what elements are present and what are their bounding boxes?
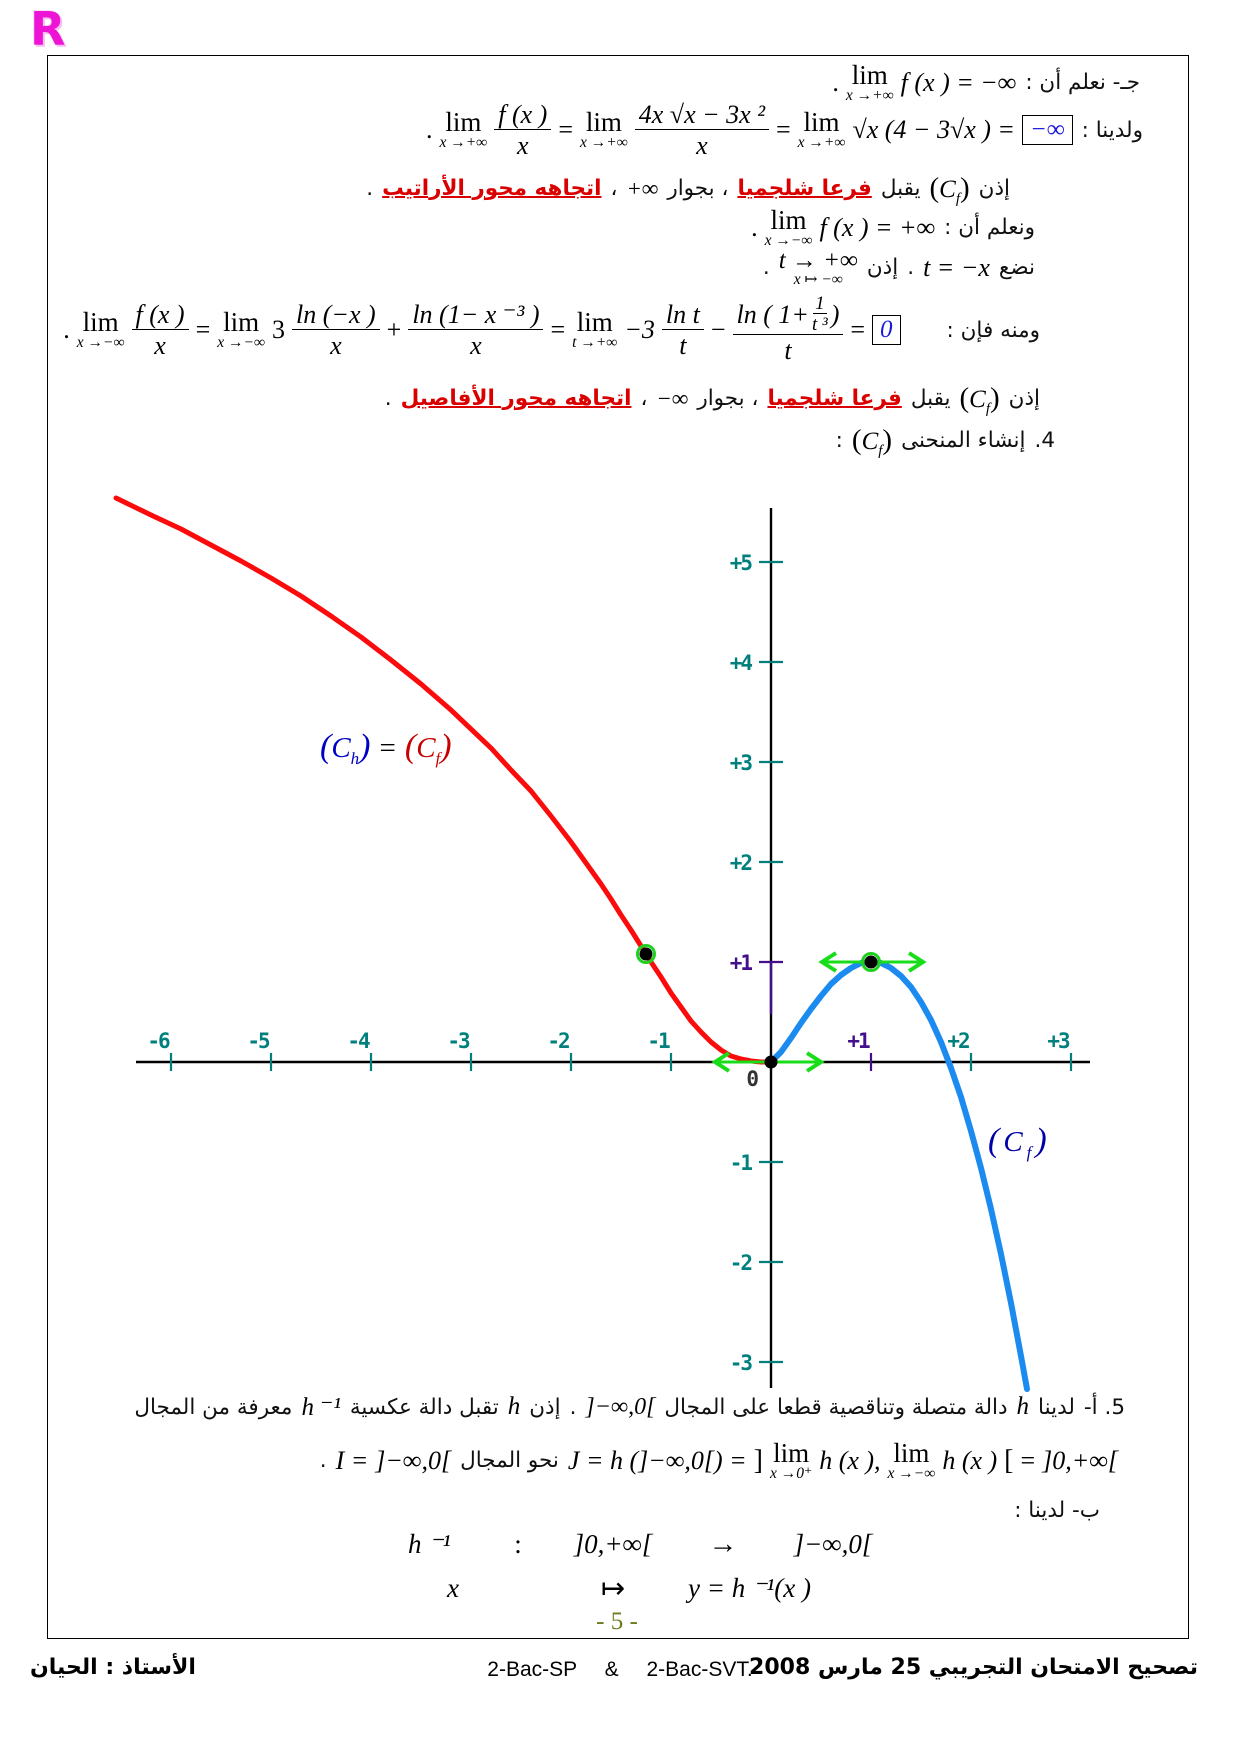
fraction-fx-x: f (x ) x xyxy=(131,300,189,360)
lim-block: lim x →−∞ xyxy=(76,307,125,352)
fraction-4xsqrtx: 4x √x − 3x ² x xyxy=(634,100,769,160)
lim-block: lim x →+∞ xyxy=(845,60,894,104)
section-5b-label: ب- لدينا : xyxy=(1014,1498,1100,1523)
mapsto-arrow: ↦ xyxy=(600,1573,626,1605)
math-expression: . lim x →+∞ f (x ) x = lim x →+∞ 4x √x −… xyxy=(426,100,1073,160)
fraction-ln-negx: ln (−x ) x xyxy=(292,300,380,360)
math-expression: . lim x →−∞ f (x ) x = lim x →−∞ 3 ln (−… xyxy=(63,293,901,365)
red-emphasis: اتجاهه محور الأفاصيل xyxy=(400,386,632,411)
fraction-ln-1-xm3: ln (1− x ⁻³ ) x xyxy=(408,300,544,360)
statement-ratio-limit: ولدينا : . lim x →+∞ f (x ) x = lim x →+… xyxy=(426,100,1143,160)
ch-symbol: (Ch) xyxy=(320,728,371,768)
lim-block: lim x →−∞ xyxy=(887,1438,936,1482)
lim-block: lim x →0⁺ xyxy=(770,1438,813,1482)
statement-substitution: نضع t = −x . إذن t → +∞ x ↦ −∞ . xyxy=(762,247,1035,288)
red-emphasis: فرعا شلجميا xyxy=(737,176,872,201)
h-inverse-symbol: h ⁻¹ xyxy=(408,1529,451,1559)
fraction-nested: ln ( 1+ 1 t ³ ) t xyxy=(732,293,844,365)
content-border xyxy=(47,55,1189,1639)
lim-block: lim x →+∞ xyxy=(797,107,846,152)
statement-limit-plus-inf: جـ- نعلم أن : . lim x →+∞ f (x ) = −∞ xyxy=(832,62,1140,104)
tends-block: t → +∞ x ↦ −∞ xyxy=(778,247,858,288)
footer-teacher: الأستاذ : الحيان xyxy=(30,1655,196,1680)
section-5a-line2: J = h (]−∞,0[) = ] lim x →0⁺ h (x ), lim… xyxy=(319,1438,1118,1482)
j-equation: J = h (]−∞,0[) = ] lim x →0⁺ h (x ), lim… xyxy=(567,1438,1118,1482)
cf-symbol: (Cf) xyxy=(404,728,452,768)
statement-limit-minus-inf: ونعلم أن : . lim x →−∞ f (x ) = +∞ xyxy=(751,205,1035,249)
limit-expr: f (x ) = −∞ xyxy=(900,67,1017,97)
period: . xyxy=(832,67,839,97)
lim-block: lim x →−∞ xyxy=(217,307,266,352)
i-equation: I = ]−∞,0[ xyxy=(335,1445,452,1475)
fraction-lnt-t: ln t t xyxy=(661,300,704,360)
red-emphasis: فرعا شلجميا xyxy=(767,386,902,411)
footer-exam-title: تصحيح الامتحان التجريبي 25 مارس 2008 xyxy=(749,1655,1198,1680)
red-emphasis: اتجاهه محور الأراتيب xyxy=(382,176,602,201)
image-expression: y = h ⁻¹(x ) xyxy=(688,1573,812,1603)
statement-label: ولدينا : xyxy=(1081,117,1143,143)
footer-classes: 2-Bac-SP & 2-Bac-SVT. xyxy=(487,1658,753,1681)
lim-block: lim x →+∞ xyxy=(439,107,488,152)
curve-label-ch-equals-cf: (Ch) = (Cf) xyxy=(320,728,452,768)
interval: ]−∞,0[ xyxy=(585,1393,656,1420)
fraction-fx-x: f (x ) x xyxy=(494,100,552,160)
logo-r: R xyxy=(30,2,66,56)
statement-label: جـ- نعلم أن : xyxy=(1025,70,1140,96)
boxed-result: −∞ xyxy=(1021,115,1073,146)
h-inverse: h ⁻¹ xyxy=(301,1394,341,1421)
page-number: - 5 - xyxy=(596,1608,638,1635)
factored-expr: √x (4 − 3√x ) = xyxy=(852,115,1015,145)
inner-fraction: 1 t ³ xyxy=(811,293,828,336)
math-expression: . lim x →+∞ f (x ) = −∞ xyxy=(832,62,1016,104)
h-inverse-mapping: h ⁻¹ : ]0,+∞[ → ]−∞,0[ x ↦ y = h ⁻¹(x ) xyxy=(408,1528,908,1606)
boxed-result: 0 xyxy=(872,314,901,345)
domain-interval: ]0,+∞[ xyxy=(573,1529,653,1559)
arrow: → xyxy=(708,1528,738,1560)
codomain-interval: ]−∞,0[ xyxy=(793,1529,873,1559)
math-expression: . lim x →−∞ f (x ) = +∞ xyxy=(751,205,936,249)
lim-block: lim x →+∞ xyxy=(580,107,628,152)
lim-block: lim t →+∞ xyxy=(572,307,618,352)
statement-main-limit-computation: ومنه فإن : . lim x →−∞ f (x ) x = lim x … xyxy=(63,293,1040,366)
section-5a-line1: 5. أ- لدينا h دالة متصلة وتناقصية قطعا ع… xyxy=(134,1393,1125,1421)
lim-block: lim x →−∞ xyxy=(764,205,813,249)
